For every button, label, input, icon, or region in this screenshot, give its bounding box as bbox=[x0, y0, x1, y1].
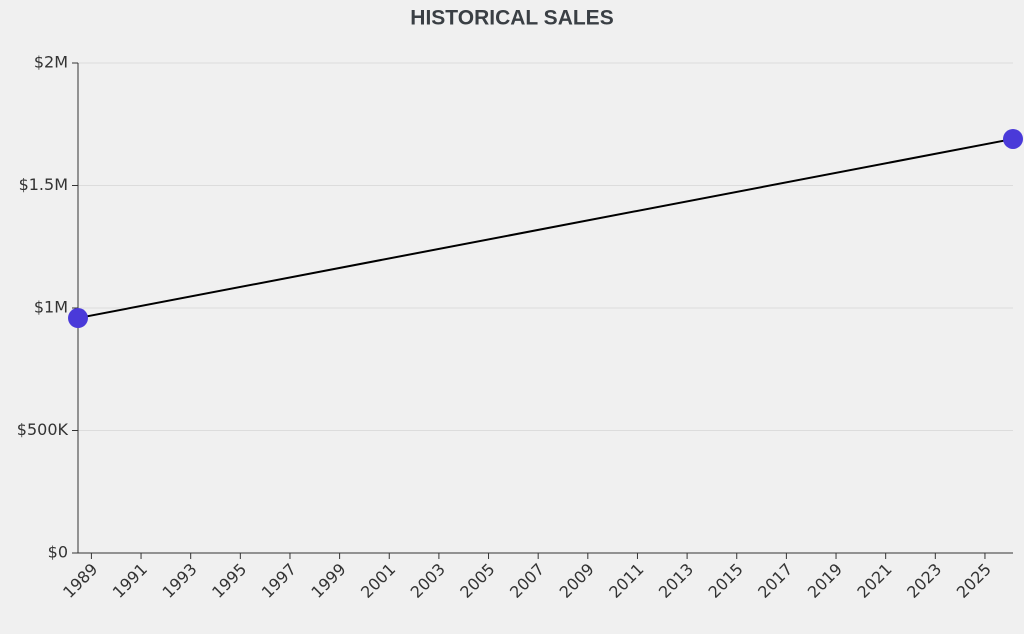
x-tick-label: 2003 bbox=[407, 560, 449, 602]
x-tick-label: 2013 bbox=[655, 560, 697, 602]
x-tick-label: 1989 bbox=[59, 560, 101, 602]
point bbox=[1003, 128, 1023, 149]
x-tick-label: 2009 bbox=[556, 560, 598, 602]
x-tick-label: 2005 bbox=[456, 560, 498, 602]
y-tick-label: $1M bbox=[34, 298, 68, 317]
x-tick-label: 1991 bbox=[109, 560, 151, 602]
x-tick-label: 2021 bbox=[853, 560, 895, 602]
x-tick-label: 2023 bbox=[903, 560, 945, 602]
x-tick-label: 2007 bbox=[506, 560, 548, 602]
x-tick-label: 1993 bbox=[158, 560, 200, 602]
line bbox=[77, 137, 1014, 320]
x-tick-label: 1995 bbox=[208, 560, 250, 602]
x-tick-label: 2015 bbox=[705, 560, 747, 602]
x-tick-label: 1997 bbox=[258, 560, 300, 602]
x-tick-label: 2011 bbox=[605, 560, 647, 602]
point bbox=[68, 308, 88, 329]
x-tick-label: 2017 bbox=[754, 560, 796, 602]
y-tick-label: $500K bbox=[17, 420, 69, 439]
x-tick-label: 2001 bbox=[357, 560, 399, 602]
chart-title: HISTORICAL SALES bbox=[410, 7, 613, 30]
x-tick-label: 2025 bbox=[953, 560, 995, 602]
y-tick-label: $0 bbox=[48, 543, 68, 562]
x-tick-label: 2019 bbox=[804, 560, 846, 602]
y-tick-label: $1.5M bbox=[19, 175, 68, 194]
y-tick-label: $2M bbox=[34, 53, 68, 72]
x-tick-label: 1999 bbox=[307, 560, 349, 602]
